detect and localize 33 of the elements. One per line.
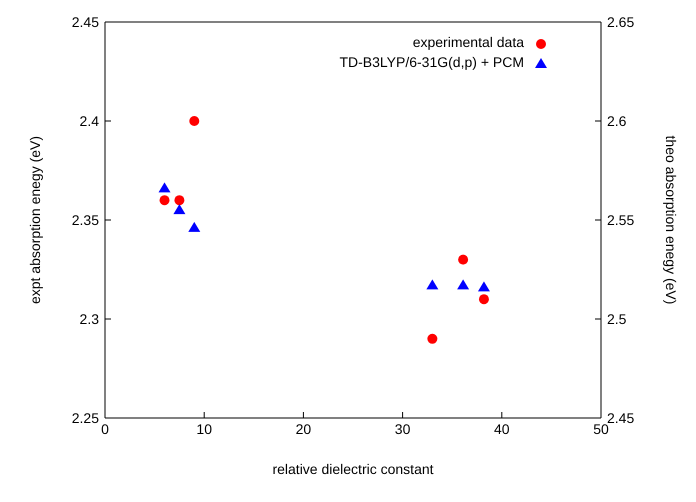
y-tick-label: 2.3 <box>80 310 100 327</box>
y-tick-label: 2.45 <box>72 14 100 30</box>
point <box>188 222 200 232</box>
legend-label: experimental data <box>412 33 525 52</box>
y-axis-title: expt absorption enegy (eV) <box>26 136 43 304</box>
point <box>478 294 489 304</box>
point <box>458 254 468 265</box>
x-tick-label: 50 <box>593 420 609 437</box>
x-tick-label: 10 <box>196 420 212 437</box>
point <box>189 116 200 126</box>
point <box>478 281 490 292</box>
x-tick-label: 20 <box>296 420 312 437</box>
y2-tick-label: 2.5 <box>607 310 627 327</box>
y-tick-label: 2.35 <box>72 212 100 228</box>
point <box>173 204 186 214</box>
y2-tick-label: 2.6 <box>607 112 627 129</box>
point <box>457 279 470 290</box>
y2-axis-title: theo absorption enegy (eV) <box>663 136 680 304</box>
x-tick-label: 0 <box>101 420 110 437</box>
point <box>426 279 438 290</box>
y2-tick-label: 2.65 <box>607 14 634 30</box>
x-axis-title: relative dielectric constant <box>272 460 434 477</box>
point <box>174 195 184 206</box>
point <box>158 182 171 192</box>
x-tick-label: 40 <box>494 420 510 437</box>
x-tick-label: 30 <box>394 420 411 437</box>
y2-tick-label: 2.45 <box>607 410 634 426</box>
y-tick-label: 2.4 <box>80 112 100 129</box>
y2-tick-label: 2.55 <box>607 212 634 228</box>
point <box>160 195 170 206</box>
legend-label: TD-B3LYP/6-31G(d,p) + PCM <box>339 53 525 72</box>
point <box>427 334 438 344</box>
y-tick-label: 2.25 <box>72 410 100 426</box>
